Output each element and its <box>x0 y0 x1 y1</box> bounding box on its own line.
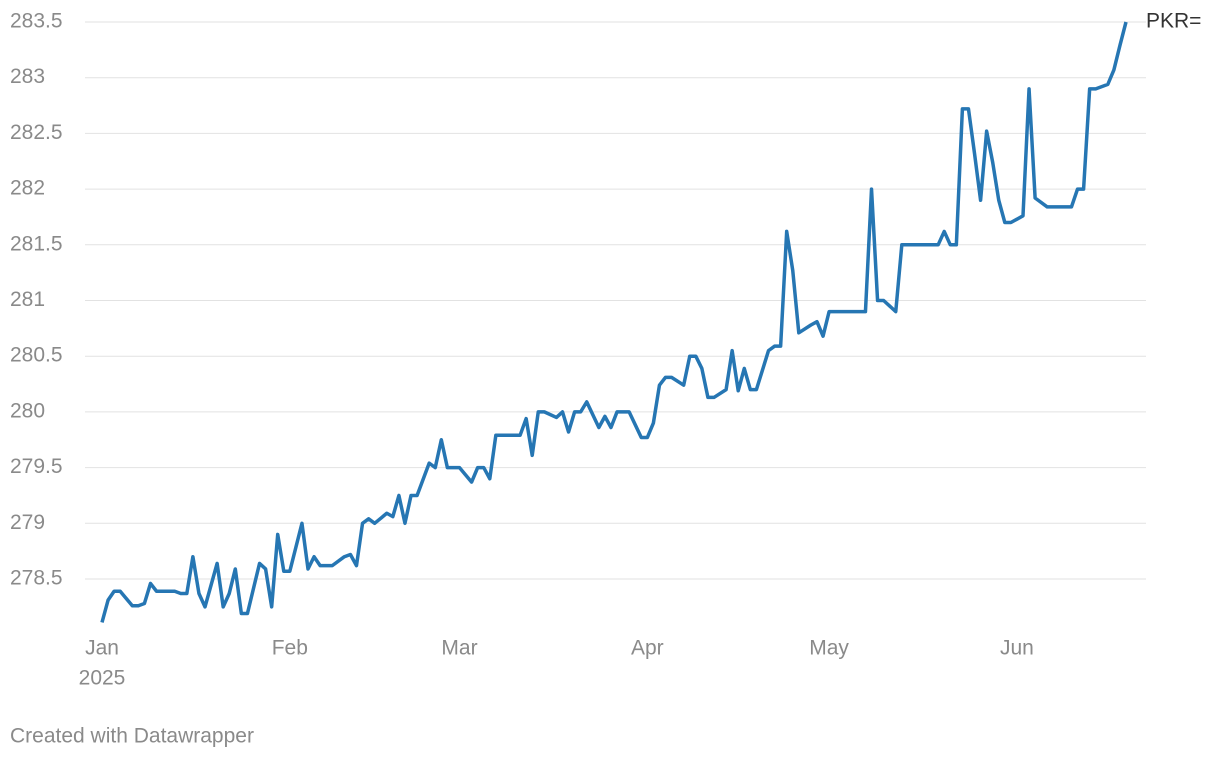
x-tick-label: Jan <box>85 637 119 660</box>
y-tick-label: 281 <box>10 288 45 311</box>
footer: Created with Datawrapper <box>10 725 254 748</box>
y-tick-label: 283 <box>10 65 45 88</box>
y-tick-label: 282 <box>10 177 45 200</box>
y-tick-label: 282.5 <box>10 121 63 144</box>
x-tick-label: Jun <box>1000 637 1034 660</box>
y-tick-label: 280.5 <box>10 344 63 367</box>
y-tick-label: 283.5 <box>10 10 63 33</box>
x-tick-label: Apr <box>631 637 664 660</box>
x-tick-label: May <box>809 637 849 660</box>
line <box>100 21 1128 623</box>
x-tick-label: Feb <box>272 637 308 660</box>
x-year-label: 2025 <box>79 667 126 690</box>
y-tick-label: 280 <box>10 399 45 422</box>
y-tick-label: 279.5 <box>10 455 63 478</box>
y-tick-label: 278.5 <box>10 567 63 590</box>
y-tick-label: 279 <box>10 511 45 534</box>
series-label: PKR= <box>1146 10 1201 33</box>
x-tick-label: Mar <box>441 637 477 660</box>
y-tick-label: 281.5 <box>10 232 63 255</box>
